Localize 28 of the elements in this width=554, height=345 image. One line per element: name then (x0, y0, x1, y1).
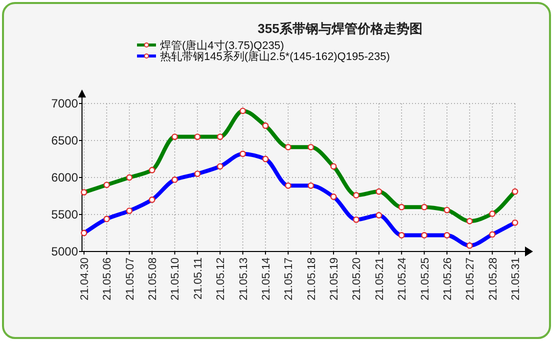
x-tick-label: 21.05.11 (192, 258, 204, 300)
x-tick-label: 21.05.26 (442, 258, 454, 300)
x-tick-label: 21.05.18 (306, 258, 318, 300)
legend-label: 焊管(唐山4寸(3.75)Q235) (160, 39, 284, 52)
x-tick-label: 21.05.14 (260, 258, 272, 300)
x-tick-label: 21.05.17 (283, 258, 296, 300)
legend-label: 热轧带钢145系列(唐山2.5*(145-162)Q195-235) (160, 50, 390, 63)
x-tick-label: 21.05.13 (238, 258, 250, 300)
x-tick-label: 21.05.20 (351, 258, 364, 300)
x-tick-label: 21.05.19 (328, 258, 341, 300)
chart-title: 355系带钢与焊管价格走势图 (258, 21, 422, 36)
x-tick-label: 21.05.28 (487, 258, 500, 300)
y-tick-label: 6500 (51, 134, 78, 148)
x-tick-label: 21.05.27 (464, 258, 477, 300)
x-tick-label: 21.05.10 (170, 258, 182, 300)
y-tick-label: 5000 (51, 244, 78, 258)
x-tick-label: 21.05.06 (102, 258, 114, 300)
x-tick-label: 21.05.31 (510, 258, 522, 300)
x-tick-label: 21.05.07 (124, 258, 136, 300)
x-tick-label: 21.05.25 (419, 258, 432, 300)
x-tick-label: 21.05.12 (215, 258, 228, 300)
y-tick-label: 6000 (51, 170, 78, 184)
y-tick-label: 5500 (51, 208, 78, 222)
y-tick-label: 7000 (51, 96, 78, 110)
x-tick-label: 21.05.08 (147, 258, 160, 300)
x-tick-label: 21.05.24 (396, 258, 409, 300)
x-tick-label: 21.05.21 (374, 258, 386, 300)
x-tick-label: 21.04.30 (79, 258, 91, 300)
